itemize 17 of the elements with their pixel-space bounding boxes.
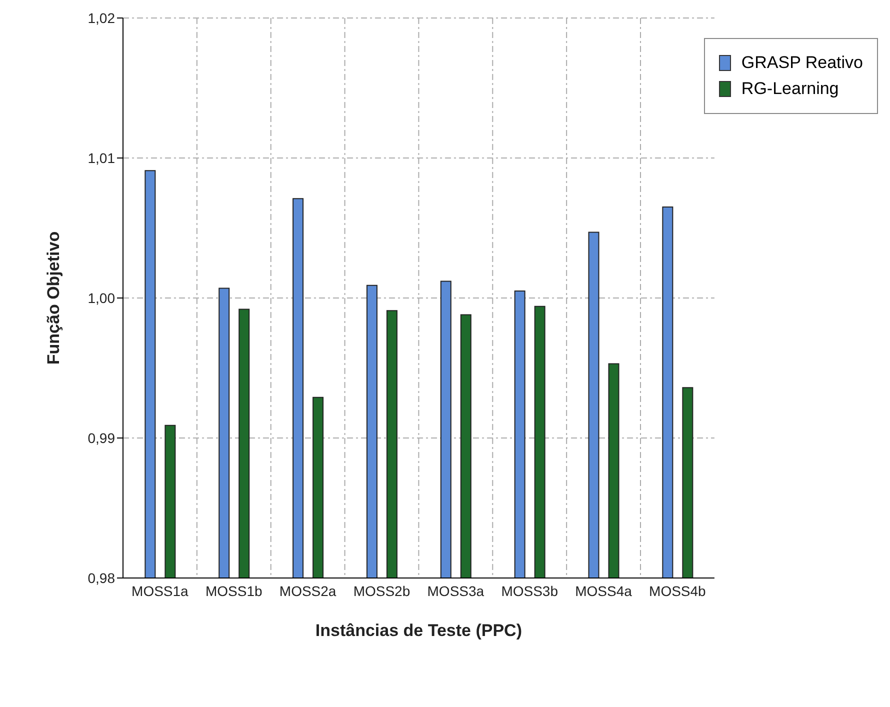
x-tick-label: MOSS2b xyxy=(353,582,410,599)
x-tick-label: MOSS2a xyxy=(279,582,336,599)
legend-label: GRASP Reativo xyxy=(740,53,863,73)
y-tick-label: 0,98 xyxy=(88,570,116,586)
y-axis-title: Função Objetivo xyxy=(44,231,64,365)
x-tick-label: MOSS4a xyxy=(575,582,632,599)
y-tick-label: 0,99 xyxy=(88,430,116,446)
x-tick-label: MOSS4b xyxy=(649,582,706,599)
legend-label: RG-Learning xyxy=(740,79,840,99)
y-tick-label: 1,00 xyxy=(88,290,116,306)
y-tick-label: 1,01 xyxy=(88,150,116,166)
x-tick-label: MOSS1b xyxy=(205,582,262,599)
x-tick-label: MOSS1a xyxy=(132,582,189,599)
x-tick-label: MOSS3b xyxy=(501,582,558,599)
y-tick-label: 1,02 xyxy=(88,10,116,26)
x-tick-label: MOSS3a xyxy=(427,582,484,599)
x-axis-title: Instâncias de Teste (PPC) xyxy=(315,621,522,640)
